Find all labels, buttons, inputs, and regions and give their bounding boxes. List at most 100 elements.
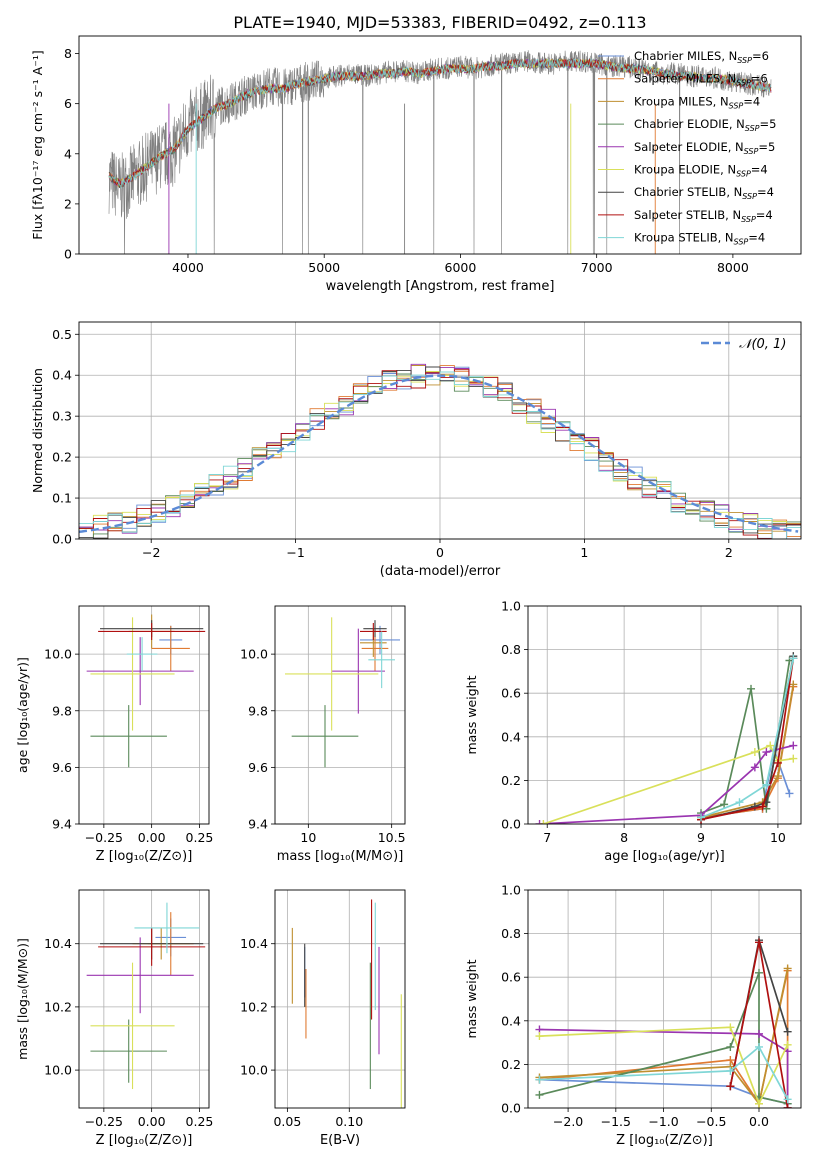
x-tick-label: 0.00	[138, 1114, 166, 1129]
x-tick-label: 0.0	[749, 1114, 769, 1129]
panel-mass-vs-Z: −0.25 0.00 0.25 10.0 10.2 10.4 Z [log₁₀(Z/Z⊙)]…	[15, 889, 213, 1148]
spectrum-model-8	[108, 58, 771, 189]
axes-frame	[274, 889, 406, 1109]
legend-label-5: Kroupa ELODIE, NSSP=4	[634, 163, 768, 179]
panel-spectrum: 4000 5000 6000 7000 8000 0 2 4 6 8 wavelength [Ang…	[30, 35, 802, 294]
axes-frame	[527, 605, 802, 825]
y-tick-label: 0.0	[501, 817, 521, 832]
weight-marker-4	[750, 763, 759, 772]
x-tick-label: 2	[725, 545, 733, 560]
panel-age-vs-mass: 10 10.5 9.4 9.6 9.8 10.0 mass [log₁₀(M/M⊙)]	[240, 605, 406, 864]
weight-line-2	[539, 968, 789, 1106]
y-tick-label: 9.8	[248, 703, 268, 718]
panel-age-vs-Z: −0.25 0.00 0.25 9.4 9.6 9.8 10.0 Z [log₁₀(Z/Z⊙)…	[15, 605, 213, 864]
weight-marker-3	[720, 800, 729, 809]
y-tick-label: 0.8	[501, 642, 521, 657]
y-tick-label: 0.0	[501, 1101, 521, 1116]
panel-weight-vs-Z: −2.0 −1.5 −1.0 −0.5 0.0 0.0 0.2 0.4 0.6 0.8 1.0 Z […	[464, 883, 802, 1148]
x-tick-label: 10	[770, 830, 786, 845]
axes-frame	[78, 35, 802, 255]
weight-marker-3	[747, 684, 756, 693]
weight-marker-2	[789, 680, 798, 689]
legend-label-6: Chabrier STELIB, NSSP=4	[634, 185, 774, 201]
y-tick-label: 9.4	[248, 817, 268, 832]
x-axis-label: (data-model)/error	[380, 564, 501, 579]
x-axis-label: Z [log₁₀(Z/Z⊙)]	[96, 1133, 193, 1148]
weight-marker-3	[726, 1042, 735, 1051]
y-tick-label: 9.4	[52, 817, 72, 832]
weight-marker-8	[789, 654, 798, 663]
y-tick-label: 10.0	[44, 647, 72, 662]
y-tick-label: 0.3	[52, 409, 72, 424]
y-axis-label: mass weight	[464, 675, 479, 754]
x-tick-label: 10	[300, 830, 316, 845]
y-tick-label: 1.0	[501, 599, 521, 614]
weight-marker-8	[726, 1066, 735, 1075]
spectrum-model-7	[108, 57, 772, 187]
x-tick-label: −0.25	[85, 1114, 123, 1129]
legend-label-3: Chabrier ELODIE, NSSP=5	[634, 117, 776, 133]
legend-label-7: Salpeter STELIB, NSSP=4	[634, 208, 773, 224]
plot-area-age-vs-Z	[86, 614, 206, 768]
x-tick-label: −2	[142, 545, 160, 560]
axes-frame	[78, 321, 802, 540]
x-tick-label: 8000	[717, 260, 749, 275]
y-tick-label: 1.0	[501, 883, 521, 898]
weight-marker-2	[773, 772, 782, 781]
y-tick-label: 10.0	[240, 1063, 268, 1078]
y-tick-label: 0.4	[52, 368, 72, 383]
normal-curve	[79, 374, 799, 533]
panel-mass-vs-EBV: 0.05 0.10 10.0 10.2 10.4 E(B-V)	[240, 889, 406, 1148]
plot-area-spectrum	[108, 50, 772, 254]
weight-marker-4	[789, 741, 798, 750]
y-tick-label: 0.6	[501, 970, 521, 985]
y-tick-label: 10.0	[44, 1063, 72, 1078]
x-tick-label: −1.5	[601, 1114, 631, 1129]
x-axis-label: wavelength [Angstrom, rest frame]	[326, 279, 555, 294]
y-tick-label: 0.4	[501, 729, 521, 744]
panel-residuals: −2 −1 0 1 2 0.0 0.1 0.2 0.3 0.4 0.5 (data-model)/er…	[30, 321, 802, 579]
x-axis-label: age [log₁₀(age/yr)]	[604, 849, 725, 864]
plot-area-age-vs-mass	[285, 617, 400, 768]
weight-marker-5	[750, 748, 759, 757]
figure-title: PLATE=1940, MJD=53383, FIBERID=0492, z=0…	[233, 13, 646, 32]
x-tick-label: −1	[286, 545, 304, 560]
legend-label-4: Salpeter ELODIE, NSSP=5	[634, 140, 775, 156]
y-tick-label: 0.0	[52, 532, 72, 547]
y-axis-label: mass [log₁₀(M/M⊙)]	[15, 938, 30, 1060]
y-tick-label: 6	[64, 96, 72, 111]
x-tick-label: 6000	[445, 260, 477, 275]
weight-marker-8	[762, 780, 771, 789]
weight-marker-5	[766, 741, 775, 750]
x-tick-label: 10.5	[378, 830, 406, 845]
y-axis-label: Flux [fλ10⁻¹⁷ erg cm⁻² s⁻¹ A⁻¹]	[30, 50, 45, 239]
legend-label-0: Chabrier MILES, NSSP=6	[634, 49, 769, 65]
legend-label-1: Salpeter MILES, NSSP=6	[634, 72, 768, 88]
y-tick-label: 0.2	[52, 450, 72, 465]
x-tick-label: 9	[697, 830, 705, 845]
y-tick-label: 10.2	[240, 999, 268, 1014]
y-axis-label: age [log₁₀(age/yr)]	[15, 657, 30, 773]
panel-weight-vs-age: 7 8 9 10 0.0 0.2 0.4 0.6 0.8 1.0 age [log₁₀(age/yr…	[464, 599, 802, 864]
weight-marker-8	[735, 798, 744, 807]
weight-marker-7	[758, 802, 767, 811]
x-tick-label: −0.25	[85, 830, 123, 845]
y-tick-label: 0.2	[501, 773, 521, 788]
weight-marker-7	[773, 758, 782, 767]
y-axis-label: Normed distribution	[30, 368, 45, 493]
weight-marker-5	[783, 1040, 792, 1049]
y-tick-label: 0.8	[501, 926, 521, 941]
weight-marker-4	[755, 1029, 763, 1038]
legend-label-8: Kroupa STELIB, NSSP=4	[634, 231, 765, 247]
plot-area-residuals	[79, 363, 801, 539]
x-tick-label: 0	[436, 545, 444, 560]
x-tick-label: 4000	[172, 260, 204, 275]
x-axis-label: E(B-V)	[320, 1133, 360, 1148]
weight-line-8	[539, 1045, 789, 1100]
weight-marker-6	[783, 1027, 792, 1036]
legend-normal-label: 𝒩(0, 1)	[739, 337, 786, 352]
x-tick-label: 0.00	[138, 830, 166, 845]
y-tick-label: 10.4	[240, 936, 268, 951]
plot-area-mass-vs-EBV	[291, 899, 402, 1108]
